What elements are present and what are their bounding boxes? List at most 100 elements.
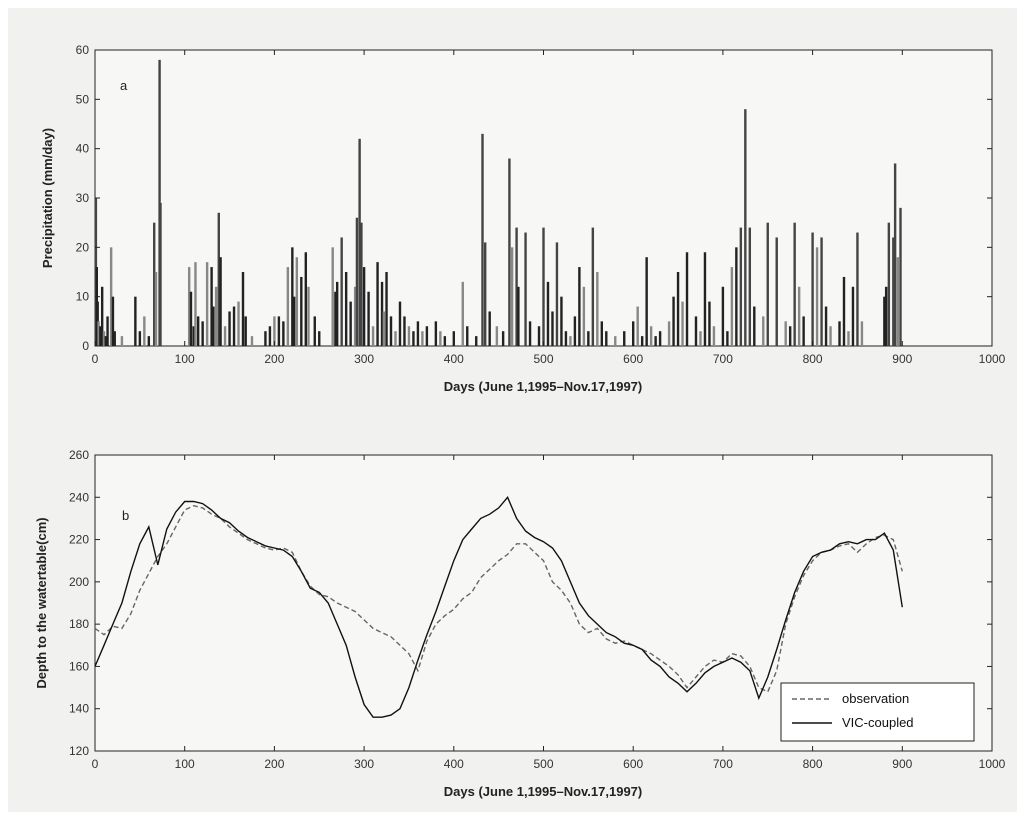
precip-bar <box>788 326 792 346</box>
precip-bar <box>403 316 406 346</box>
x-tick-label-a: 300 <box>354 352 374 366</box>
precipitation-chart: 0 100 200 300 400 500 600 700 800 900 1000 0 10 20 30 4… <box>40 43 1006 394</box>
precip-bar <box>623 331 626 346</box>
precip-bar <box>640 336 644 346</box>
axis-ticks-a: 0 100 200 300 400 500 600 700 800 900 1000 0 10 20 30 4… <box>76 43 1006 366</box>
precip-bar <box>385 272 388 346</box>
precip-bar <box>587 331 590 346</box>
x-tick-label-b: 1000 <box>979 757 1006 771</box>
y-axis-label-b: Depth to the watertable(cm) <box>34 517 49 688</box>
precip-bar <box>268 326 272 346</box>
x-tick-label-a: 900 <box>892 352 912 366</box>
x-tick-label-b: 300 <box>354 757 374 771</box>
y-tick-label-a: 40 <box>76 142 90 156</box>
precip-bar <box>667 321 671 346</box>
axis-ticks-b: 0 100 200 300 400 500 600 700 800 900 1000 120 140 16… <box>69 448 1006 771</box>
precip-bar <box>134 296 137 346</box>
y-tick-label-a: 10 <box>76 290 90 304</box>
x-tick-label-b: 900 <box>892 757 912 771</box>
precip-bar <box>762 316 765 346</box>
y-tick-label-a: 30 <box>76 191 90 205</box>
watertable-chart: 0 100 200 300 400 500 600 700 800 900 1000 120 140 16… <box>34 448 1006 799</box>
precip-bar <box>367 291 370 346</box>
x-tick-label-a: 400 <box>444 352 464 366</box>
precip-bar <box>97 321 100 346</box>
precip-bar <box>106 316 109 346</box>
precip-bar <box>340 237 343 346</box>
precip-bar <box>893 163 897 346</box>
y-tick-label-b: 140 <box>69 702 89 716</box>
precip-bar <box>542 227 545 346</box>
precip-bar <box>335 281 339 346</box>
x-tick-label-b: 400 <box>444 757 464 771</box>
precip-bar <box>676 272 680 346</box>
precip-bar <box>344 272 348 346</box>
precip-bar <box>100 286 104 346</box>
x-tick-label-b: 800 <box>803 757 823 771</box>
y-tick-label-b: 240 <box>69 490 89 504</box>
precip-bar <box>699 331 702 346</box>
precip-bar <box>744 109 747 346</box>
precip-bar <box>201 321 204 346</box>
precip-bar <box>802 316 805 346</box>
precip-bar <box>495 326 499 346</box>
precip-bar <box>159 202 162 346</box>
precip-bar <box>313 316 316 346</box>
x-tick-label-a: 700 <box>713 352 733 366</box>
x-tick-label-a: 100 <box>175 352 195 366</box>
precip-bar <box>452 331 455 346</box>
precip-bar <box>636 306 639 346</box>
precip-bar <box>291 247 294 346</box>
precip-bar <box>104 336 107 346</box>
precip-bar <box>726 331 729 346</box>
precip-bar <box>775 237 778 346</box>
x-tick-label-b: 100 <box>175 757 195 771</box>
x-tick-label-a: 600 <box>623 352 643 366</box>
precip-bar <box>694 316 698 346</box>
precip-bar <box>223 326 227 346</box>
precip-bar <box>120 336 124 346</box>
precip-bar <box>546 281 550 346</box>
precip-bar <box>407 326 411 346</box>
precip-bar <box>421 331 424 346</box>
precip-bar <box>443 336 447 346</box>
precip-bar <box>292 296 296 346</box>
y-tick-label-a: 60 <box>76 43 90 57</box>
precip-bar <box>632 321 635 346</box>
precip-bar <box>892 237 895 346</box>
precip-bar <box>860 321 864 346</box>
precip-bar <box>899 207 902 346</box>
precip-bar <box>250 336 254 346</box>
precip-bar <box>753 306 756 346</box>
precip-bar <box>797 286 801 346</box>
precip-bar <box>189 291 193 346</box>
precip-bar <box>600 321 604 346</box>
precip-bar <box>685 252 689 346</box>
precip-bar <box>645 257 648 346</box>
precip-bar <box>672 296 675 346</box>
precip-bar <box>578 267 581 346</box>
figure: 0 100 200 300 400 500 600 700 800 900 1000 0 10 20 30 4… <box>8 8 1017 812</box>
precip-bar <box>605 331 608 346</box>
precip-bar <box>232 306 236 346</box>
x-tick-label-a: 200 <box>264 352 284 366</box>
x-tick-label-b: 600 <box>623 757 643 771</box>
x-tick-label-b: 500 <box>533 757 553 771</box>
precip-bar <box>564 331 568 346</box>
precip-bar <box>300 276 303 346</box>
precip-bar <box>358 138 361 346</box>
series-line-observation <box>94 504 903 693</box>
precip-bar <box>815 247 819 346</box>
precip-bar <box>194 262 197 346</box>
precip-bar <box>614 336 617 346</box>
precip-bar <box>784 321 787 346</box>
precip-bar <box>394 331 397 346</box>
precip-bar <box>721 286 725 346</box>
precip-bar <box>654 336 657 346</box>
precip-bar <box>241 272 245 346</box>
precip-bar <box>847 331 850 346</box>
precip-bar <box>896 257 900 346</box>
precip-bar <box>264 331 267 346</box>
precip-bar <box>187 267 191 346</box>
precip-bar <box>113 331 116 346</box>
